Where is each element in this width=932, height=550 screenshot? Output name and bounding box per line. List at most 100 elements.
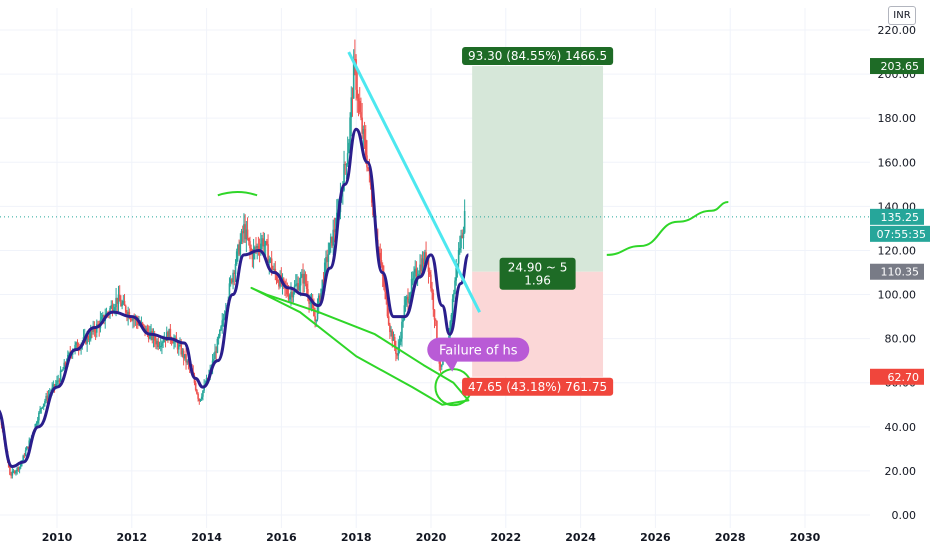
x-tick-label: 2030 — [790, 531, 821, 544]
candle-body — [35, 423, 38, 425]
candle-body — [54, 384, 57, 387]
candle-body — [263, 245, 266, 247]
x-tick-label: 2018 — [341, 531, 372, 544]
candle-body — [385, 291, 388, 300]
candle-body — [238, 244, 240, 255]
candle-body — [387, 316, 390, 325]
candle-body — [126, 312, 128, 317]
risk-reward-label[interactable]: 24.90 ~ 5 1.96 — [499, 257, 576, 290]
candle-body — [404, 299, 407, 306]
candle-body — [115, 297, 117, 308]
candle-body — [15, 471, 17, 474]
candle-body — [111, 305, 114, 312]
candle-body — [244, 224, 246, 240]
candle-body — [57, 380, 59, 382]
candle-body — [250, 248, 252, 253]
x-tick-label: 2012 — [116, 531, 147, 544]
candle-body — [257, 245, 260, 249]
candle-body — [114, 307, 116, 310]
candle-body — [202, 390, 204, 397]
candle-body — [354, 59, 356, 61]
candle-body — [350, 97, 353, 118]
candle-body — [12, 471, 15, 473]
candle-body — [156, 341, 158, 345]
last-price-tag: 135.25 — [870, 208, 924, 225]
candle-body — [118, 294, 121, 302]
candle-body — [182, 350, 185, 359]
x-tick-label: 2024 — [565, 531, 596, 544]
candle-body — [168, 328, 170, 341]
candle-body — [181, 350, 184, 355]
candle-body — [431, 288, 433, 293]
candle-body — [13, 471, 16, 474]
candle-body — [76, 342, 79, 349]
profit-zone[interactable] — [472, 66, 604, 272]
time-axis[interactable]: 2010 2012 2014 2016 2018 2020 2022 2024 2026 2028… — [42, 531, 821, 544]
candle-body — [68, 352, 70, 355]
candle-body — [64, 362, 67, 366]
candle-body — [363, 129, 366, 140]
trendline[interactable] — [347, 51, 481, 313]
candle-body — [53, 384, 56, 387]
candle-body — [292, 292, 295, 298]
candle-body — [24, 450, 27, 456]
candle-body — [44, 400, 46, 404]
candle-body — [122, 300, 125, 304]
candle-body — [228, 283, 231, 300]
target-label[interactable]: 93.30 (84.55%) 1466.5 — [462, 47, 614, 66]
candle-body — [415, 268, 418, 277]
candle-body — [171, 341, 174, 344]
candle-body — [321, 279, 324, 289]
candle-body — [290, 291, 292, 296]
candle-body — [89, 330, 92, 340]
candle-body — [291, 291, 293, 298]
candle-body — [305, 283, 308, 289]
candle-body — [355, 59, 357, 90]
y-tick-label: 160.00 — [878, 156, 917, 169]
candle-body — [269, 258, 272, 260]
candle-body — [356, 89, 359, 99]
candle-body — [333, 229, 336, 233]
candle-body — [234, 264, 237, 274]
candlestick-series — [0, 39, 466, 479]
candle-body — [298, 285, 301, 291]
candle-body — [155, 340, 157, 345]
candle-body — [379, 252, 382, 261]
candle-body — [424, 252, 426, 265]
candle-body — [52, 384, 55, 388]
candle-body — [272, 269, 274, 271]
candle-body — [303, 273, 306, 284]
candle-body — [124, 305, 127, 313]
entry-price-text: 110.35 — [881, 266, 920, 279]
candle-body — [397, 346, 400, 356]
candle-body — [143, 324, 145, 326]
candle-body — [436, 320, 438, 342]
candle-body — [461, 235, 464, 239]
candle-body — [56, 380, 58, 385]
candle-body — [413, 272, 415, 279]
candle-body — [381, 264, 384, 276]
candle-body — [403, 305, 406, 320]
candle-body — [433, 309, 436, 320]
candle-body — [146, 328, 149, 333]
candle-body — [418, 273, 420, 276]
price-tags: 203.65 135.25 07:55:35 110.35 62.70 — [870, 58, 930, 385]
candle-body — [313, 307, 315, 317]
candle-body — [23, 455, 26, 457]
stop-label[interactable]: 47.65 (43.18%) 761.75 — [462, 377, 614, 396]
candle-body — [214, 351, 216, 360]
candle-body — [229, 279, 232, 284]
annotation-bubble[interactable]: Failure of hs — [427, 337, 530, 372]
candle-body — [235, 251, 238, 265]
candle-body — [184, 354, 186, 359]
candle-body — [391, 330, 394, 341]
candle-body — [255, 247, 257, 249]
candle-body — [343, 164, 345, 191]
candle-body — [62, 369, 64, 371]
target-price-tag: 203.65 — [870, 58, 924, 75]
candle-body — [10, 474, 12, 476]
candle-body — [314, 316, 316, 322]
currency-button[interactable]: INR — [888, 6, 916, 25]
candle-body — [405, 296, 408, 300]
